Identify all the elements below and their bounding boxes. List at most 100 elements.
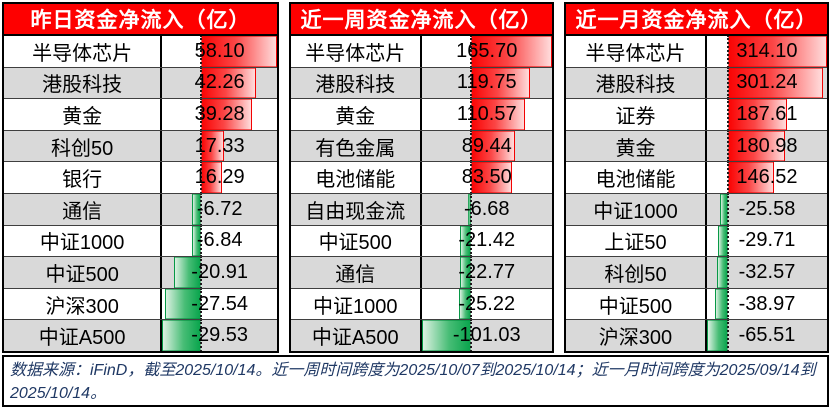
zero-axis-line bbox=[726, 320, 729, 351]
zero-axis-line bbox=[199, 36, 202, 67]
table-row: 电池储能 146.52 bbox=[566, 161, 827, 193]
row-value: 83.50 bbox=[461, 166, 512, 189]
zero-axis-line bbox=[726, 193, 729, 225]
row-value: -6.68 bbox=[463, 197, 510, 220]
positive-data-bar bbox=[470, 162, 512, 193]
row-label: 中证1000 bbox=[291, 288, 422, 320]
table-row: 中证1000 -6.84 bbox=[4, 224, 277, 257]
zero-axis-line bbox=[199, 257, 202, 288]
row-label: 中证500 bbox=[4, 257, 163, 288]
row-value-cell: 165.70 bbox=[422, 36, 553, 67]
zero-axis-line bbox=[469, 162, 472, 193]
row-value: -38.97 bbox=[738, 292, 796, 315]
table-row: 中证1000 -25.22 bbox=[291, 287, 552, 320]
zero-axis-line bbox=[199, 162, 202, 193]
positive-data-bar bbox=[470, 67, 530, 99]
table-row: 港股科技 301.24 bbox=[566, 66, 827, 99]
row-value: -6.84 bbox=[196, 229, 243, 252]
row-value-cell: -29.71 bbox=[707, 225, 827, 257]
table-row: 半导体芯片 165.70 bbox=[291, 36, 552, 67]
table-body: 半导体芯片 165.70 港股科技 119.75 黄金 110.57 有色金属 89.44 电池… bbox=[291, 36, 552, 351]
table-row: 科创50 -32.57 bbox=[566, 256, 827, 288]
table-row: 中证500 -21.42 bbox=[291, 224, 553, 257]
row-value: -65.51 bbox=[738, 324, 796, 347]
table-row: 黄金 180.98 bbox=[566, 129, 827, 162]
row-label: 银行 bbox=[4, 162, 163, 193]
zero-axis-line bbox=[726, 36, 729, 67]
row-value-cell: -29.53 bbox=[162, 320, 277, 351]
row-label: 沪深300 bbox=[4, 288, 163, 320]
row-value: 301.24 bbox=[736, 71, 798, 94]
row-value-cell: 110.57 bbox=[422, 99, 553, 130]
zero-axis-line bbox=[199, 67, 202, 99]
row-label: 通信 bbox=[291, 257, 422, 288]
table-row: 中证1000 -25.58 bbox=[566, 192, 827, 225]
table-body: 半导体芯片 314.10 港股科技 301.24 证券 187.61 黄金 180.98 电池储… bbox=[566, 36, 827, 351]
zero-axis-line bbox=[199, 320, 202, 351]
row-value: -29.53 bbox=[191, 324, 249, 347]
table-body: 半导体芯片 58.10 港股科技 42.26 黄金 39.28 科创50 17.33 银行 16.… bbox=[4, 36, 277, 351]
row-value: -20.91 bbox=[191, 260, 249, 283]
row-value: 180.98 bbox=[736, 134, 798, 157]
row-label: 黄金 bbox=[4, 99, 163, 130]
zero-axis-line bbox=[469, 130, 472, 162]
row-value-cell: -22.77 bbox=[422, 257, 553, 288]
table-row: 半导体芯片 314.10 bbox=[566, 36, 827, 67]
row-value-cell: 146.52 bbox=[707, 162, 827, 193]
row-label: 港股科技 bbox=[291, 67, 422, 99]
zero-axis-line bbox=[469, 193, 472, 225]
table-title-week: 近一周资金净流入（亿） bbox=[291, 4, 552, 36]
zero-axis-line bbox=[469, 36, 472, 67]
zero-axis-line bbox=[726, 130, 729, 162]
table-row: 半导体芯片 58.10 bbox=[4, 36, 277, 67]
row-value: 58.10 bbox=[194, 39, 245, 62]
table-row: 上证50 -29.71 bbox=[566, 224, 827, 257]
zero-axis-line bbox=[469, 225, 472, 257]
row-label: 中证500 bbox=[291, 225, 422, 257]
row-value: 17.33 bbox=[194, 134, 245, 157]
row-value-cell: 39.28 bbox=[162, 99, 277, 130]
table-row: 中证A500 -29.53 bbox=[4, 319, 277, 351]
row-label: 电池储能 bbox=[566, 162, 707, 193]
row-value: 110.57 bbox=[456, 102, 517, 125]
row-value-cell: 301.24 bbox=[707, 67, 827, 99]
zero-axis-line bbox=[726, 288, 729, 320]
row-value: 89.44 bbox=[461, 134, 512, 157]
table-title-month: 近一月资金净流入（亿） bbox=[566, 4, 827, 36]
positive-data-bar bbox=[727, 67, 823, 99]
table-row: 中证500 -38.97 bbox=[566, 287, 827, 320]
row-value-cell: 58.10 bbox=[162, 36, 277, 67]
table-row: 黄金 39.28 bbox=[4, 98, 277, 130]
table-row: 中证A500 -101.03 bbox=[291, 319, 552, 351]
table-title-yesterday: 昨日资金净流入（亿） bbox=[4, 4, 277, 36]
table-row: 证券 187.61 bbox=[566, 98, 827, 130]
row-label: 半导体芯片 bbox=[4, 36, 163, 67]
tables-row: 昨日资金净流入（亿） 半导体芯片 58.10 港股科技 42.26 黄金 39.28 科创5… bbox=[2, 2, 829, 353]
row-value-cell: -21.42 bbox=[422, 225, 553, 257]
zero-axis-line bbox=[469, 257, 472, 288]
zero-axis-line bbox=[726, 99, 729, 130]
zero-axis-line bbox=[726, 67, 729, 99]
row-label: 科创50 bbox=[566, 257, 707, 288]
row-value-cell: 42.26 bbox=[162, 67, 277, 99]
row-value: 187.61 bbox=[736, 102, 798, 125]
row-label: 港股科技 bbox=[4, 67, 163, 99]
row-value: -27.54 bbox=[191, 292, 249, 315]
zero-axis-line bbox=[469, 320, 472, 351]
table-row: 港股科技 42.26 bbox=[4, 66, 277, 99]
row-label: 中证500 bbox=[566, 288, 707, 320]
zero-axis-line bbox=[199, 288, 202, 320]
row-value-cell: -27.54 bbox=[162, 288, 277, 320]
row-value: -22.77 bbox=[458, 260, 516, 283]
table-row: 沪深300 -65.51 bbox=[566, 319, 827, 351]
row-label: 半导体芯片 bbox=[566, 36, 707, 67]
data-source-text: 数据来源：iFinD，截至2025/10/14。近一周时间跨度为2025/10/… bbox=[10, 362, 816, 403]
table-yesterday-net-inflow: 昨日资金净流入（亿） 半导体芯片 58.10 港股科技 42.26 黄金 39.28 科创5… bbox=[2, 2, 279, 353]
row-value: -29.71 bbox=[738, 229, 796, 252]
row-value: 16.29 bbox=[194, 166, 245, 189]
zero-axis-line bbox=[469, 67, 472, 99]
row-label: 中证1000 bbox=[566, 193, 707, 225]
row-label: 通信 bbox=[4, 193, 163, 225]
row-label: 黄金 bbox=[566, 130, 707, 162]
